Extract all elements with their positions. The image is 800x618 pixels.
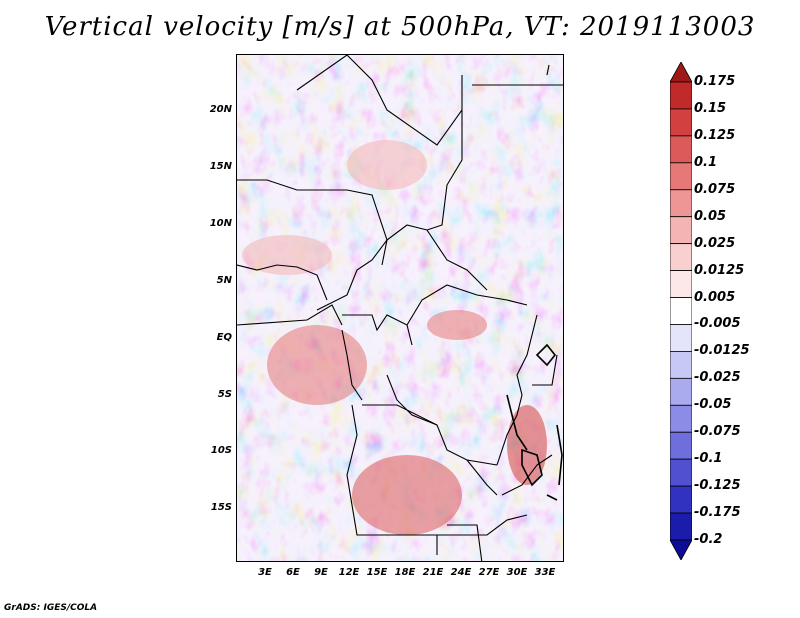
colorbar-label: -0.125 bbox=[694, 478, 741, 494]
lon-label: 27E bbox=[478, 567, 500, 578]
colorbar-label: 0.15 bbox=[694, 100, 727, 116]
colorbar-label: 0.005 bbox=[694, 289, 736, 305]
colorbar-label: 0.125 bbox=[694, 127, 736, 143]
country-borders bbox=[237, 55, 563, 561]
lon-label: 3E bbox=[258, 567, 272, 578]
lat-label: 15N bbox=[209, 161, 232, 172]
colorbar-label: 0.175 bbox=[694, 74, 736, 89]
colorbar-bin bbox=[670, 324, 692, 352]
lat-label: 20N bbox=[209, 104, 232, 115]
colorbar-bin bbox=[670, 377, 692, 406]
colorbar-bin bbox=[670, 216, 692, 245]
lat-label: 5N bbox=[216, 275, 232, 286]
footer-credit: GrADS: IGES/COLA bbox=[4, 603, 98, 613]
lon-label: 33E bbox=[534, 567, 556, 578]
colorbar-label: 0.025 bbox=[694, 235, 736, 251]
lat-label: 5S bbox=[217, 389, 232, 400]
map-field bbox=[237, 55, 563, 561]
lat-label: 10N bbox=[209, 218, 232, 229]
colorbar-bin bbox=[670, 135, 692, 164]
colorbar-bin bbox=[670, 539, 692, 560]
colorbar-label: -0.05 bbox=[694, 397, 732, 413]
lon-label: 6E bbox=[286, 567, 300, 578]
colorbar-bin bbox=[670, 351, 692, 379]
lon-label: 30E bbox=[506, 567, 528, 578]
colorbar-bin bbox=[670, 243, 692, 271]
colorbar-bin bbox=[670, 81, 692, 110]
lon-label: 12E bbox=[338, 567, 360, 578]
plot-title: Vertical velocity [m/s] at 500hPa, VT: 2… bbox=[44, 12, 756, 42]
colorbar-label: 0.075 bbox=[694, 181, 736, 197]
lat-label: EQ bbox=[216, 332, 232, 343]
colorbar-label: 0.1 bbox=[694, 154, 718, 170]
colorbar-bin bbox=[670, 431, 692, 460]
lon-label: 18E bbox=[394, 567, 416, 578]
colorbar-bin bbox=[670, 108, 692, 137]
colorbar-label: -0.1 bbox=[694, 451, 723, 467]
colorbar-label: 0.0125 bbox=[694, 262, 745, 278]
colorbar-label: -0.075 bbox=[694, 424, 741, 440]
colorbar-label: -0.175 bbox=[694, 505, 741, 521]
colorbar-label: -0.2 bbox=[694, 532, 723, 547]
lon-label: 21E bbox=[422, 567, 444, 578]
lon-label: 9E bbox=[314, 567, 328, 578]
coastline bbox=[237, 64, 550, 301]
colorbar-label: -0.0125 bbox=[694, 343, 750, 359]
lon-label: 24E bbox=[450, 567, 472, 578]
colorbar-label: -0.005 bbox=[694, 316, 741, 332]
lon-label: 15E bbox=[366, 567, 388, 578]
colorbar-bin bbox=[670, 458, 692, 487]
colorbar bbox=[670, 62, 692, 560]
lakes bbox=[506, 343, 563, 501]
colorbar-bin bbox=[670, 404, 692, 433]
colorbar-bin bbox=[670, 189, 692, 218]
colorbar-label: -0.025 bbox=[694, 370, 741, 386]
colorbar-bin bbox=[670, 297, 692, 325]
colorbar-bin bbox=[670, 512, 692, 541]
colorbar-bin bbox=[670, 162, 692, 191]
lat-label: 15S bbox=[210, 502, 232, 513]
lat-label: 10S bbox=[210, 445, 232, 456]
colorbar-bin bbox=[670, 485, 692, 514]
colorbar-bin bbox=[670, 270, 692, 298]
colorbar-label: 0.05 bbox=[694, 208, 727, 224]
map-panel bbox=[236, 54, 564, 562]
colorbar-bin bbox=[670, 62, 692, 83]
